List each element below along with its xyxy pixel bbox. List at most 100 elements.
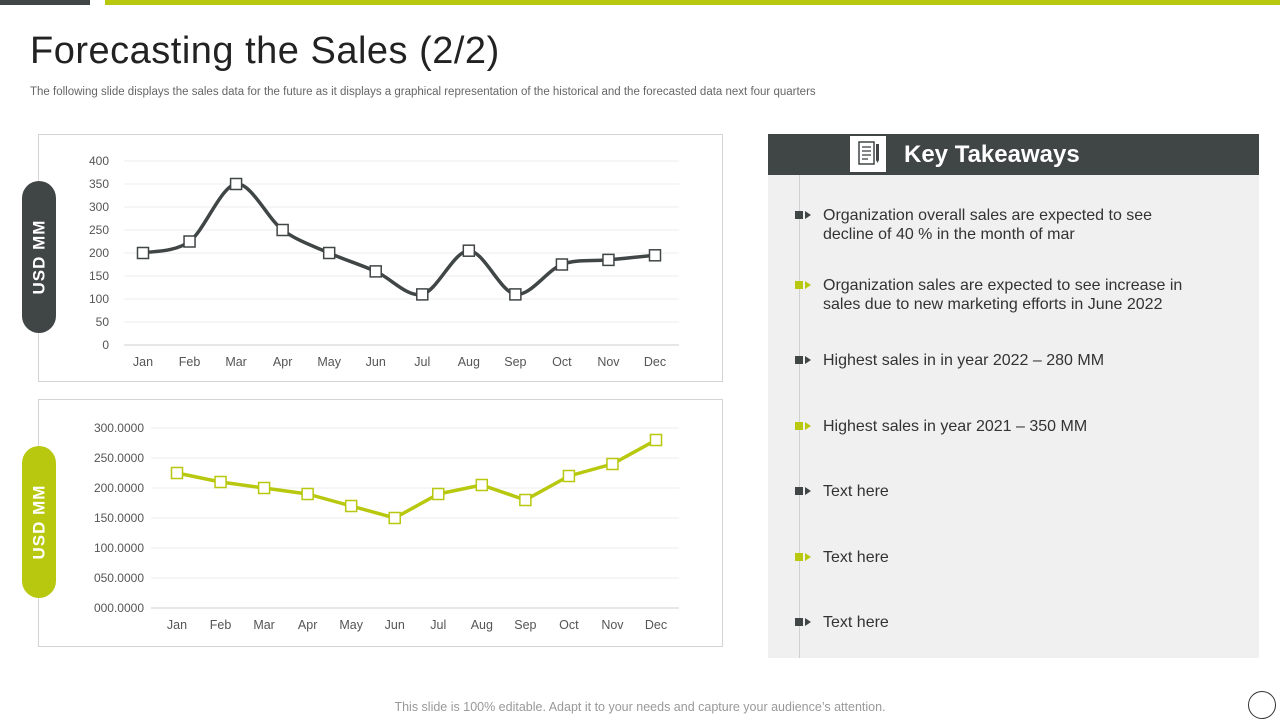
chart1-data-point [555, 258, 569, 271]
chart2-data-point [475, 478, 489, 492]
takeaway-text-line: decline of 40 % in the month of mar [823, 226, 1075, 243]
y-axis-pill-bottom: USD MM [22, 446, 56, 598]
chart1-x-tick-label: Apr [273, 355, 292, 369]
y-axis-pill-top-label: USD MM [29, 219, 49, 295]
chart1-x-tick-label: Oct [552, 355, 572, 369]
footer-note: This slide is 100% editable. Adapt it to… [394, 700, 886, 714]
chart2-x-tick-label: Apr [298, 618, 317, 632]
takeaway-text: Text here [823, 613, 1203, 632]
chart2-data-point [606, 457, 619, 471]
bullet-arrow-icon [795, 280, 811, 290]
top-accent-bar-dark [0, 0, 90, 5]
takeaway-text: Organization overall sales are expected … [823, 206, 1203, 244]
chart1-y-tick-label: 0 [102, 338, 109, 352]
chart1-x-tick-label: Dec [644, 355, 666, 369]
chart1-data-point [369, 265, 382, 278]
chart1-data-point [183, 235, 196, 248]
chart2-data-point [301, 487, 314, 501]
chart2-y-tick-label: 100.0000 [94, 541, 144, 555]
chart-historical-box: 0 50 100 150 200 250 300 350 400 Jan Feb Mar Apr May J… [38, 134, 723, 382]
chart-forecast: 000.0000 050.0000 100.0000 150.0000 200.0000… [94, 421, 679, 632]
chart2-y-tick-label: 300.0000 [94, 421, 144, 435]
chart-forecast-box: 000.0000 050.0000 100.0000 150.0000 200.0000… [38, 399, 723, 647]
chart1-data-point [462, 244, 476, 257]
chart2-data-point [649, 433, 663, 447]
chart2-y-tick-label: 200.0000 [94, 481, 144, 495]
chart1-data-point [648, 249, 662, 262]
chart1-data-point [322, 246, 336, 260]
corner-circle-icon [1248, 691, 1276, 719]
bullet-arrow-icon [795, 617, 811, 627]
chart1-series-line [142, 182, 656, 297]
bullet-arrow-icon [795, 421, 811, 431]
chart1-y-tick-label: 200 [89, 246, 109, 260]
y-axis-pill-top: USD MM [22, 181, 56, 333]
takeaway-text-line: Organization overall sales are expected … [823, 207, 1153, 224]
document-pen-icon [850, 136, 886, 172]
chart1-x-tick-label: May [317, 355, 341, 369]
chart2-data-point [388, 511, 401, 525]
chart2-x-tick-label: Feb [210, 618, 232, 632]
chart2-y-tick-label: 000.0000 [94, 601, 144, 615]
chart1-data-point [136, 246, 150, 260]
takeaway-text-line: Highest sales in in year 2022 – 280 MM [823, 352, 1105, 369]
chart1-y-tick-label: 150 [89, 269, 109, 283]
chart2-x-tick-label: Jun [385, 618, 405, 632]
chart1-x-tick-label: Feb [179, 355, 201, 369]
chart1-y-tick-label: 350 [89, 177, 109, 191]
takeaway-text-line: Text here [823, 549, 889, 566]
chart1-x-tick-label: Nov [597, 355, 620, 369]
chart2-data-point [562, 469, 576, 483]
chart1-y-tick-label: 100 [89, 292, 109, 306]
chart1-x-tick-label: Jul [414, 355, 430, 369]
chart2-y-tick-label: 050.0000 [94, 571, 144, 585]
takeaway-text: Highest sales in year 2021 – 350 MM [823, 417, 1203, 436]
top-accent-bar-lime [105, 0, 1280, 5]
takeaway-text: Highest sales in in year 2022 – 280 MM [823, 351, 1203, 370]
chart2-data-point [519, 493, 532, 507]
chart2-x-tick-label: Dec [645, 618, 667, 632]
chart1-data-point [276, 223, 289, 237]
chart1-data-point [509, 288, 522, 301]
chart1-data-point [229, 177, 243, 191]
takeaway-text-line: Highest sales in year 2021 – 350 MM [823, 418, 1088, 435]
chart2-series-line [176, 438, 657, 520]
chart2-x-tick-label: Mar [253, 618, 275, 632]
takeaway-text-line: sales due to new marketing efforts in Ju… [823, 296, 1163, 313]
takeaway-text: Text here [823, 548, 1203, 567]
chart1-x-tick-label: Jan [133, 355, 153, 369]
chart1-y-tick-label: 50 [96, 315, 110, 329]
chart-historical: 0 50 100 150 200 250 300 350 400 Jan Feb Mar Apr May J… [89, 154, 679, 369]
chart2-x-tick-label: Nov [601, 618, 624, 632]
chart1-x-tick-label: Aug [458, 355, 480, 369]
chart2-data-point [344, 499, 358, 513]
takeaway-text: Organization sales are expected to see i… [823, 276, 1203, 314]
chart1-y-tick-label: 300 [89, 200, 109, 214]
chart1-x-tick-label: Mar [225, 355, 247, 369]
takeaways-header [768, 134, 1259, 175]
chart2-data-point [257, 481, 271, 495]
bullet-arrow-icon [795, 552, 811, 562]
chart1-x-tick-label: Sep [504, 355, 526, 369]
y-axis-pill-bottom-label: USD MM [29, 484, 49, 560]
chart1-y-tick-label: 250 [89, 223, 109, 237]
chart2-x-tick-label: Oct [559, 618, 579, 632]
chart2-data-point [170, 466, 184, 480]
takeaways-title: Key Takeaways [904, 141, 1080, 168]
chart1-x-tick-label: Jun [366, 355, 386, 369]
chart2-x-tick-label: Aug [471, 618, 493, 632]
takeaway-text-line: Text here [823, 483, 889, 500]
chart2-data-point [432, 487, 445, 501]
page-subtitle: The following slide displays the sales d… [30, 86, 816, 98]
takeaways-panel [768, 175, 1259, 658]
chart1-data-point [602, 253, 615, 267]
page-title: Forecasting the Sales (2/2) [30, 30, 500, 72]
bullet-arrow-icon [795, 355, 811, 365]
bullet-arrow-icon [795, 486, 811, 496]
takeaway-text-line: Text here [823, 614, 889, 631]
chart2-x-tick-label: May [339, 618, 363, 632]
chart2-x-tick-label: Jul [430, 618, 446, 632]
chart2-x-tick-label: Jan [167, 618, 187, 632]
chart1-y-tick-label: 400 [89, 154, 109, 168]
takeaway-text-line: Organization sales are expected to see i… [823, 277, 1183, 294]
